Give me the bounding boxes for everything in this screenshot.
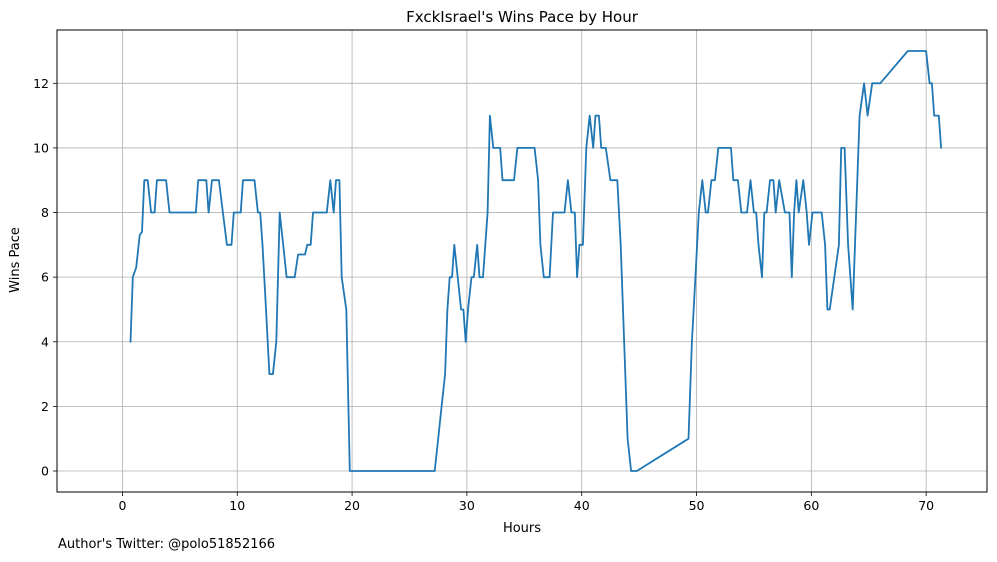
x-tick-label: 30: [459, 498, 475, 513]
series-group: [129, 50, 942, 472]
x-axis-label: Hours: [503, 521, 541, 536]
y-tick-label: 12: [33, 76, 49, 91]
plot-frame: [56, 29, 988, 493]
gridlines: [57, 30, 987, 492]
y-tick-label: 2: [41, 399, 49, 414]
x-tick-label: 0: [118, 498, 126, 513]
y-tick-label: 10: [33, 140, 49, 155]
x-tick-label: 20: [344, 498, 360, 513]
chart-title: FxckIsrael's Wins Pace by Hour: [406, 8, 639, 26]
x-tick-label: 10: [229, 498, 245, 513]
y-tick-label: 0: [41, 464, 49, 479]
axis-ticks: 0 10 20 30 40 50 60 70 0 2 4 6 8 10 12: [33, 76, 934, 513]
y-tick-label: 8: [41, 205, 49, 220]
x-tick-label: 60: [803, 498, 819, 513]
x-tick-label: 50: [689, 498, 705, 513]
x-tick-label: 70: [918, 498, 934, 513]
author-credit: Author's Twitter: @polo51852166: [58, 537, 276, 552]
y-tick-label: 6: [41, 270, 49, 285]
series-line: [129, 50, 942, 472]
y-tick-label: 4: [41, 334, 49, 349]
y-axis-label: Wins Pace: [8, 227, 23, 293]
x-tick-label: 40: [574, 498, 590, 513]
